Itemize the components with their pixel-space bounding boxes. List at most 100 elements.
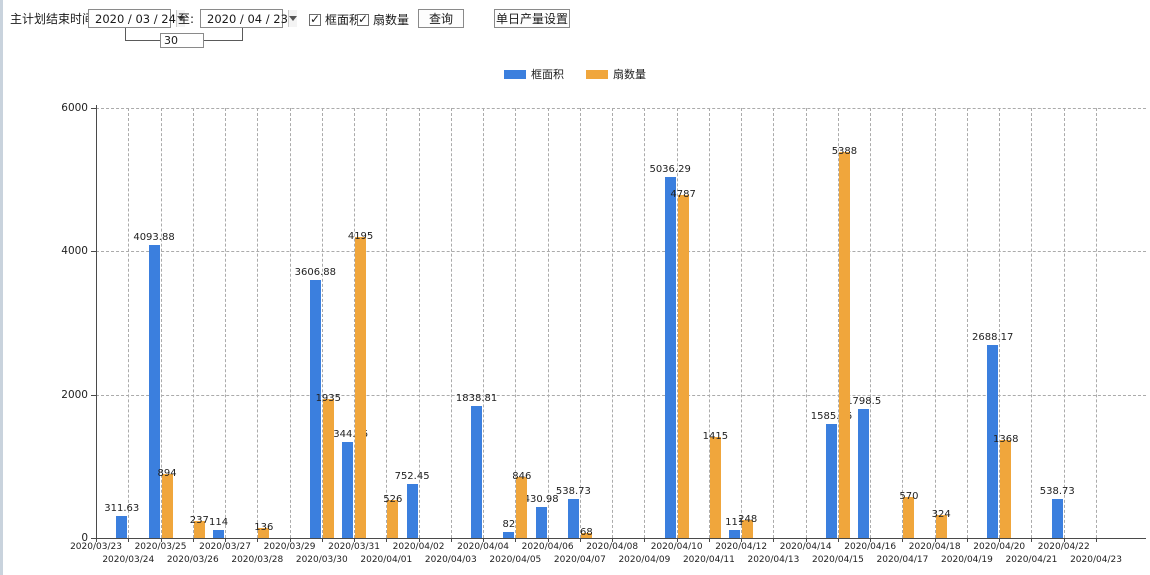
x-gridline [354,108,356,538]
bar-value-label: 4195 [347,231,374,243]
x-tick [773,538,775,542]
x-tick [483,538,485,542]
y-gridline [96,394,1146,396]
bar-扇数量-2020/04/10 [677,194,689,538]
x-axis-label: 2020/04/19 [941,555,993,565]
date-to-dropdown-button[interactable] [287,10,297,27]
bar-value-label: 324 [931,508,951,520]
x-axis-label: 2020/03/23 [70,542,122,552]
x-gridline [741,108,743,538]
x-gridline [418,108,420,538]
checkbox-icon: ✓ [309,11,321,26]
x-gridline [321,108,323,538]
date-to-value: 2020 / 04 / 23 [207,11,288,26]
bar-扇数量-2020/04/01 [387,500,399,538]
bar-value-label: 1368 [992,433,1019,445]
x-gridline [966,108,968,538]
x-tick [676,538,678,542]
bar-扇数量-2020/03/28 [258,528,270,538]
x-axis-label: 2020/03/28 [231,555,284,565]
bar-value-label: 752.45 [394,471,430,483]
x-axis-label: 2020/04/07 [553,555,606,565]
x-tick [450,538,452,542]
x-tick [160,538,162,542]
bar-框面积-2020/04/20 [987,345,999,538]
bar-框面积-2020/04/04 [471,406,483,538]
date-from-picker[interactable]: 2020 / 03 / 24 [88,9,185,28]
x-tick [418,538,420,542]
x-axis-label: 2020/04/04 [457,542,510,552]
y-axis-label: 2000 [61,388,88,401]
bar-扇数量-2020/03/25 [161,473,173,538]
bar-value-label: 82 [502,519,516,531]
x-axis-label: 2020/04/09 [618,555,671,565]
bar-框面积-2020/04/22 [1051,499,1063,538]
x-gridline [837,108,839,538]
x-tick [354,538,356,542]
x-tick [225,538,227,542]
bar-value-label: 111 [725,517,745,529]
bar-value-label: 3606.88 [294,266,336,278]
x-axis-label: 2020/04/06 [521,542,574,552]
x-axis-label: 2020/04/05 [489,555,542,565]
y-gridline [96,108,1146,109]
bar-框面积-2020/04/15 [825,424,837,538]
x-gridline [1031,108,1033,538]
x-tick [257,538,259,542]
interval-days-input[interactable]: 30 [160,33,204,48]
bar-框面积-2020/04/10 [664,177,676,538]
y-tick [91,538,96,539]
x-tick [386,538,388,542]
date-from-dropdown-button[interactable] [175,10,185,27]
x-axis-label: 2020/04/12 [715,542,768,552]
y-axis-label: 6000 [61,102,88,114]
bar-value-label: 1838.81 [455,393,498,405]
x-gridline [934,108,936,538]
bar-value-label: 4093.88 [133,231,175,243]
legend-swatch-blue [504,69,526,79]
x-gridline [870,108,872,538]
date-to-picker[interactable]: 2020 / 04 / 23 [200,9,297,28]
x-tick [999,538,1001,542]
checkbox-frame-area[interactable]: ✓ 框面积 [309,11,361,28]
x-gridline [708,108,710,538]
bar-value-label: 846 [512,471,532,483]
x-axis-line [96,538,1146,539]
bar-框面积-2020/04/05 [503,532,515,538]
checkbox-fan-count[interactable]: ✓ 扇数量 [357,11,409,28]
bar-value-label: 68 [579,527,593,539]
bar-value-label: 114 [208,516,229,528]
x-axis-label: 2020/04/16 [844,542,897,552]
x-axis-label: 2020/03/26 [166,555,219,565]
bar-value-label: 538.73 [555,486,591,498]
x-tick [805,538,807,542]
legend-label: 框面积 [531,68,564,81]
bar-value-label: 237 [189,515,209,526]
x-tick [870,538,872,542]
y-tick [91,394,96,396]
x-tick [192,538,194,542]
x-tick [612,538,614,542]
bar-框面积-2020/03/27 [213,529,225,538]
x-tick [321,538,323,542]
y-tick [91,108,96,109]
y-axis-label: 0 [81,532,88,544]
x-gridline [289,108,291,538]
x-tick [966,538,968,542]
to-label: 至: [178,12,195,26]
daily-output-settings-button[interactable]: 单日产量设置 [494,9,570,28]
query-button[interactable]: 查询 [418,9,464,28]
legend-label: 扇数量 [613,68,646,81]
bar-扇数量-2020/03/31 [355,237,367,538]
x-tick [289,538,291,542]
bar-扇数量-2020/04/11 [709,436,721,538]
x-axis-label: 2020/03/27 [199,542,251,552]
x-axis-label: 2020/04/14 [779,542,832,552]
y-axis-line [96,105,97,539]
bar-value-label: 1415 [702,430,729,442]
bar-value-label: 570 [899,491,919,503]
x-axis-label: 2020/04/02 [392,542,445,552]
bar-框面积-2020/04/07 [567,499,579,538]
